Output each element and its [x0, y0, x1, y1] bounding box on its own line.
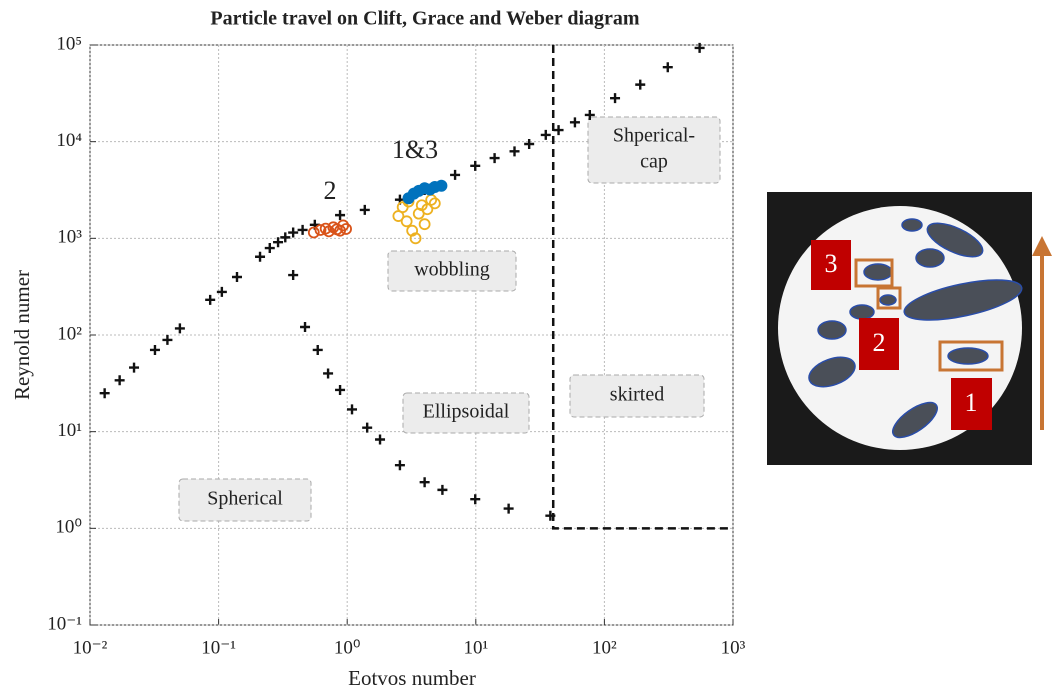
region-box — [569, 374, 705, 418]
plus-marker — [470, 494, 481, 505]
region-box — [402, 392, 530, 434]
plus-marker — [273, 237, 284, 248]
plus-marker — [335, 210, 346, 221]
plus-marker — [288, 227, 299, 238]
plus-marker — [359, 204, 370, 215]
boundary-line — [551, 45, 733, 530]
particle-photo — [767, 192, 1052, 465]
plus-marker — [231, 272, 242, 283]
plus-marker — [610, 93, 621, 104]
plus-marker — [375, 434, 386, 445]
plus-marker — [323, 368, 334, 379]
plus-marker — [489, 153, 500, 164]
plus-marker — [347, 404, 358, 415]
plus-marker — [162, 334, 173, 345]
open-circle-marker — [319, 222, 332, 235]
x-tick-label: 10⁰ — [334, 637, 361, 658]
plus-marker — [129, 362, 140, 373]
plus-marker — [662, 62, 673, 73]
region-label: wobbling — [414, 259, 490, 281]
plus-marker — [297, 224, 308, 235]
plus-marker — [540, 129, 551, 140]
x-tick-label: 10² — [592, 637, 617, 658]
plus-marker — [280, 232, 291, 243]
x-tick-label: 10⁻¹ — [201, 637, 236, 658]
image-label: 1 — [965, 388, 978, 417]
chart-title: Particle travel on Clift, Grace and Webe… — [210, 8, 640, 30]
open-circle-marker — [337, 219, 350, 232]
image-label: 3 — [825, 249, 838, 278]
plus-marker — [394, 460, 405, 471]
region-label: Spherical — [207, 488, 283, 510]
plus-marker — [335, 384, 346, 395]
region-label: skirted — [610, 384, 664, 406]
open-circle-marker — [307, 226, 320, 239]
plus-marker — [509, 146, 520, 157]
annotation: 1&3 — [392, 135, 438, 164]
region-box — [178, 478, 312, 522]
plus-marker — [99, 388, 110, 399]
y-tick-label: 10³ — [57, 227, 82, 248]
y-tick-label: 10¹ — [57, 420, 82, 441]
y-tick-label: 10⁵ — [56, 33, 82, 54]
y-tick-label: 10² — [57, 323, 82, 344]
x-axis-label: Eotvos number — [348, 666, 476, 690]
region-label: Shperical- — [613, 125, 695, 147]
plus-marker — [694, 42, 705, 53]
region-label: Ellipsoidal — [423, 401, 510, 423]
plus-marker — [419, 477, 430, 488]
region-label: cap — [640, 151, 668, 173]
plus-marker — [362, 422, 373, 433]
plus-marker — [312, 344, 323, 355]
x-tick-label: 10³ — [721, 637, 746, 658]
image-label: 2 — [873, 328, 886, 357]
open-circle-marker — [340, 223, 352, 235]
plus-marker — [450, 169, 461, 180]
plus-marker — [149, 344, 160, 355]
plus-marker — [503, 503, 514, 514]
open-circle-marker — [314, 224, 327, 236]
plus-marker — [635, 79, 646, 90]
filled-circle-marker — [435, 179, 448, 192]
plus-marker — [264, 243, 275, 254]
annotation: 2 — [324, 176, 337, 205]
plus-marker — [205, 294, 216, 305]
region-box — [587, 116, 721, 184]
x-tick-label: 10¹ — [463, 637, 488, 658]
open-circle-marker — [418, 218, 431, 231]
plus-marker — [300, 321, 311, 332]
open-circle-marker — [400, 215, 413, 228]
region-box — [387, 250, 517, 292]
y-tick-label: 10⁴ — [56, 130, 82, 151]
open-circle-marker — [409, 232, 422, 245]
plus-marker — [470, 160, 481, 171]
plus-marker — [174, 323, 185, 334]
y-tick-label: 10⁻¹ — [47, 613, 82, 634]
plus-marker — [255, 251, 266, 262]
plus-marker — [114, 375, 125, 386]
plus-marker — [216, 286, 227, 297]
plus-marker — [288, 270, 299, 281]
plus-marker — [437, 484, 448, 495]
y-axis-label: Reynold numer — [10, 270, 34, 400]
plus-marker — [524, 138, 535, 149]
plus-marker — [553, 125, 564, 136]
open-circle-marker — [428, 197, 441, 210]
open-circle-marker — [406, 224, 419, 237]
plus-marker — [584, 109, 595, 120]
plus-marker — [569, 117, 580, 128]
x-tick-label: 10⁻² — [73, 637, 108, 658]
y-tick-label: 10⁰ — [55, 517, 82, 538]
